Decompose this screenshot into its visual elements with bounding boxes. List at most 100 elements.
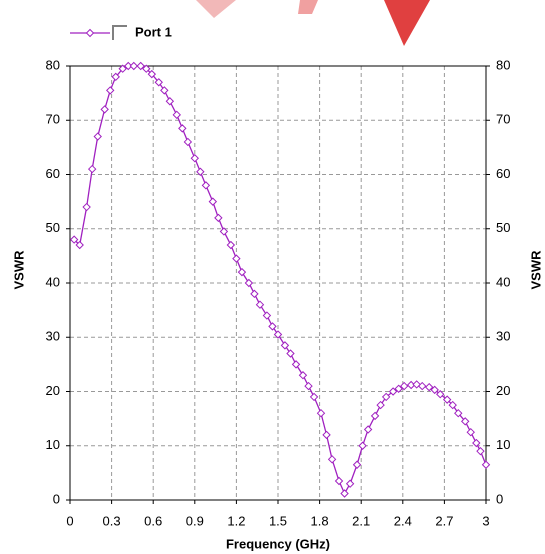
y2-tick-label: 80	[496, 57, 510, 72]
legend-marker	[85, 28, 95, 38]
data-point	[273, 330, 283, 339]
x-tick-label: 1.2	[227, 513, 245, 528]
y2-tick-label: 50	[496, 220, 510, 235]
x-tick-label: 0.9	[186, 513, 204, 528]
x-tick-label: 0	[66, 513, 73, 528]
data-point	[165, 97, 175, 106]
data-point	[345, 479, 355, 488]
data-point	[394, 384, 403, 393]
data-point	[460, 417, 470, 426]
data-point	[376, 400, 385, 410]
x-tick-label: 2.7	[435, 513, 453, 528]
y2-tick-label: 10	[496, 437, 510, 452]
data-point	[388, 387, 398, 396]
data-point	[160, 86, 169, 95]
data-point	[481, 460, 491, 469]
x-tick-label: 1.5	[269, 513, 287, 528]
data-point	[358, 441, 367, 450]
data-point	[172, 110, 181, 120]
data-point	[454, 408, 463, 418]
data-point	[124, 61, 133, 71]
data-point	[232, 254, 241, 263]
data-point	[219, 227, 229, 236]
data-point	[154, 78, 163, 87]
data-point	[476, 446, 485, 456]
y-axis-title: VSWR	[11, 250, 26, 290]
data-point	[327, 455, 337, 464]
data-point	[442, 395, 452, 404]
data-point	[147, 69, 157, 79]
y2-tick-label: 0	[496, 491, 503, 506]
data-point	[100, 105, 109, 114]
data-point	[448, 400, 457, 410]
data-point	[352, 460, 362, 469]
data-point	[136, 61, 145, 71]
y-tick-label: 70	[46, 112, 60, 127]
data-point	[466, 427, 475, 437]
data-point	[316, 408, 326, 418]
y-tick-label: 0	[53, 491, 60, 506]
data-point	[262, 311, 272, 320]
legend-label: Port 1	[135, 24, 172, 39]
x-tick-label: 3	[482, 513, 489, 528]
data-point	[69, 235, 79, 244]
data-point	[190, 154, 200, 163]
y-tick-label: 50	[46, 220, 60, 235]
y2-axis-title: VSWR	[528, 250, 543, 290]
data-point	[291, 360, 301, 369]
y2-tick-label: 60	[496, 166, 510, 181]
data-point	[280, 341, 290, 350]
y2-tick-label: 40	[496, 274, 510, 289]
y2-tick-label: 20	[496, 383, 510, 398]
data-point	[430, 385, 439, 395]
data-point	[268, 322, 277, 331]
data-point	[340, 489, 349, 498]
data-point	[226, 240, 236, 250]
data-point	[286, 349, 295, 358]
data-point	[418, 381, 427, 391]
y-tick-label: 60	[46, 166, 60, 181]
data-point	[196, 167, 205, 176]
data-point	[250, 289, 259, 299]
data-point	[106, 86, 115, 95]
plot-frame	[69, 65, 487, 501]
data-point	[255, 300, 265, 309]
data-point	[183, 137, 193, 147]
data-point	[244, 278, 254, 288]
watermark	[298, 0, 318, 14]
data-point	[93, 132, 102, 141]
y-tick-label: 20	[46, 383, 60, 398]
data-point	[370, 411, 380, 421]
data-point	[322, 430, 331, 440]
watermark	[196, 0, 236, 18]
y2-tick-label: 30	[496, 329, 510, 344]
data-point	[298, 371, 308, 380]
x-tick-label: 0.6	[144, 513, 162, 528]
data-point	[214, 213, 223, 223]
watermark	[384, 0, 430, 46]
data-point	[436, 390, 445, 399]
legend-checkbox	[112, 25, 127, 40]
data-point	[208, 197, 218, 206]
data-point	[472, 438, 481, 448]
data-point	[424, 382, 434, 392]
data-point	[129, 61, 138, 71]
data-point	[178, 124, 187, 133]
data-point	[381, 392, 391, 402]
data-point	[201, 181, 211, 190]
data-point	[363, 425, 373, 434]
data-point	[334, 476, 344, 486]
data-point	[75, 240, 84, 250]
x-tick-label: 2.1	[352, 513, 370, 528]
data-point	[304, 381, 313, 391]
data-point	[237, 267, 247, 277]
data-point	[142, 64, 151, 73]
y-tick-label: 40	[46, 274, 60, 289]
x-tick-label: 1.8	[311, 513, 329, 528]
data-point	[399, 381, 409, 391]
x-tick-label: 2.4	[394, 513, 412, 528]
data-point	[82, 202, 91, 212]
series-line	[73, 65, 487, 495]
y-tick-label: 10	[46, 437, 60, 452]
